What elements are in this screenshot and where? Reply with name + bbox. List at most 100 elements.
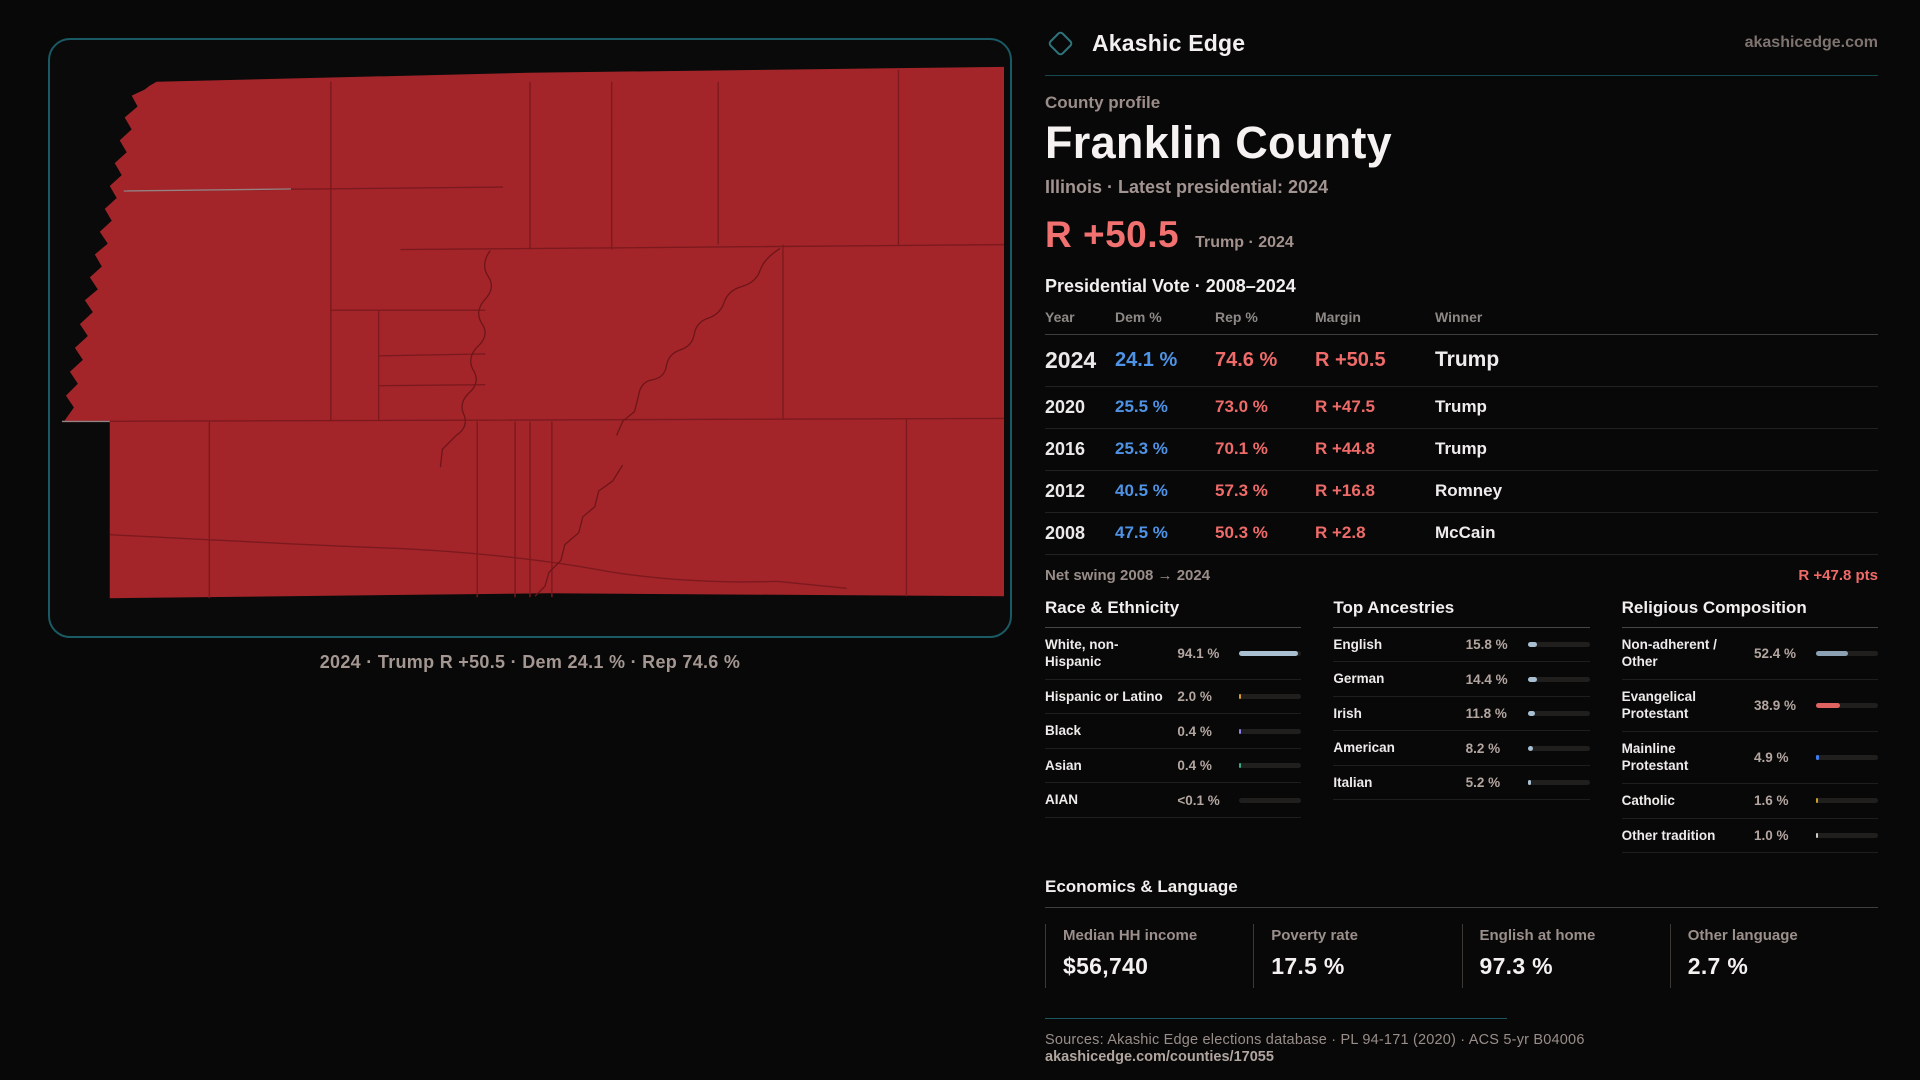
race-ethnicity-section: Race & Ethnicity White, non-Hispanic 94.… — [1045, 598, 1302, 853]
demographics-grid: Race & Ethnicity White, non-Hispanic 94.… — [1045, 598, 1878, 854]
rep-cell: 57.3 % — [1215, 481, 1268, 501]
list-item: AIAN <0.1 % — [1045, 783, 1302, 819]
margin-caption: Trump · 2024 — [1195, 233, 1294, 251]
stat-label: English at home — [1479, 927, 1596, 945]
brand-name: Akashic Edge — [1092, 29, 1246, 56]
margin-cell: R +50.5 — [1315, 348, 1386, 371]
kicker: County profile — [1045, 93, 1161, 112]
winner-cell: Trump — [1435, 348, 1500, 372]
stat-label: Other language — [1687, 927, 1798, 945]
stat-value: $56,740 — [1063, 953, 1149, 980]
list-item: Other tradition 1.0 % — [1621, 819, 1878, 854]
dem-cell: 47.5 % — [1115, 523, 1168, 543]
bar-track — [1239, 650, 1302, 656]
year-cell: 2012 — [1045, 480, 1086, 501]
diamond-logo-icon — [1047, 29, 1074, 57]
list-item: Asian 0.4 % — [1045, 749, 1302, 784]
margin-cell: R +47.5 — [1315, 397, 1376, 417]
demo-label: Black — [1045, 723, 1082, 739]
stat-cell: English at home 97.3 % — [1461, 924, 1670, 989]
bar-track — [1816, 832, 1878, 838]
demo-value: 1.6 % — [1754, 793, 1789, 809]
bar-fill — [1527, 676, 1537, 682]
demo-value: 5.2 % — [1465, 775, 1501, 791]
list-item: Non-adherent / Other 52.4 % — [1621, 628, 1878, 680]
bar-track — [1239, 694, 1302, 700]
sources-text: Sources: Akashic Edge elections database… — [1045, 1032, 1585, 1049]
county-map — [61, 66, 1005, 599]
list-item: Irish 11.8 % — [1333, 697, 1590, 732]
list-item: Mainline Protestant 4.9 % — [1621, 732, 1878, 785]
stat-cell: Poverty rate 17.5 % — [1253, 924, 1461, 989]
bar-fill — [1816, 650, 1849, 656]
demo-label: German — [1333, 671, 1385, 687]
demo-label: Catholic — [1621, 793, 1675, 809]
demo-label: Non-adherent / Other — [1621, 636, 1717, 670]
section-title: Religious Composition — [1621, 598, 1878, 628]
net-swing-value: R +47.8 pts — [1798, 566, 1878, 584]
year-cell: 2020 — [1045, 396, 1086, 417]
demo-label: Hispanic or Latino — [1045, 688, 1163, 704]
county-border-highlight — [61, 188, 292, 423]
bar-track — [1239, 763, 1302, 769]
county-profile-panel: Akashic Edge akashicedge.com County prof… — [1045, 26, 1878, 1066]
subtitle: Illinois · Latest presidential: 2024 — [1045, 176, 1329, 197]
bar-fill — [1816, 702, 1841, 708]
year-cell: 2016 — [1045, 438, 1086, 459]
county-page-link[interactable]: akashicedge.com/counties/17055 — [1045, 1049, 1274, 1066]
bar-track — [1239, 728, 1302, 734]
table-row: 2012 40.5 % 57.3 % R +16.8 Romney — [1045, 471, 1878, 513]
margin-cell: R +44.8 — [1315, 439, 1376, 459]
demo-value: <0.1 % — [1177, 792, 1220, 808]
bar-track — [1527, 711, 1590, 717]
bar-fill — [1527, 745, 1533, 751]
demo-value: 11.8 % — [1465, 706, 1507, 722]
list-item: Hispanic or Latino 2.0 % — [1045, 680, 1302, 715]
bar-track — [1527, 745, 1590, 751]
bar-track — [1816, 702, 1878, 708]
river-boundary-lines — [439, 248, 781, 597]
bar-track — [1527, 676, 1590, 682]
bar-fill — [1527, 711, 1535, 717]
table-row: 2024 24.1 % 74.6 % R +50.5 Trump — [1045, 335, 1878, 387]
list-item: English 15.8 % — [1333, 628, 1590, 663]
township-boundary-lines — [61, 69, 1005, 599]
site-link[interactable]: akashicedge.com — [1744, 34, 1878, 51]
stat-cell: Other language 2.7 % — [1669, 924, 1878, 989]
table-row: 2016 25.3 % 70.1 % R +44.8 Trump — [1045, 429, 1878, 471]
col-margin: Margin — [1315, 308, 1361, 325]
bar-fill — [1239, 694, 1242, 700]
stat-value: 2.7 % — [1687, 953, 1749, 980]
list-item: Italian 5.2 % — [1333, 766, 1590, 801]
header-divider — [1045, 75, 1878, 76]
demo-value: 94.1 % — [1177, 645, 1220, 661]
bar-track — [1527, 780, 1590, 786]
table-row: 2008 47.5 % 50.3 % R +2.8 McCain — [1045, 513, 1878, 555]
stat-value: 17.5 % — [1271, 953, 1345, 980]
footer-divider — [1045, 1018, 1507, 1020]
bar-track — [1816, 650, 1878, 656]
bar-fill — [1239, 650, 1298, 656]
section-title: Top Ancestries — [1333, 598, 1590, 628]
stat-label: Median HH income — [1063, 927, 1198, 945]
bar-fill — [1239, 728, 1242, 734]
vote-table-title: Presidential Vote · 2008–2024 — [1045, 275, 1296, 296]
year-cell: 2008 — [1045, 522, 1086, 543]
rep-cell: 50.3 % — [1215, 523, 1268, 543]
demo-label: Irish — [1333, 705, 1362, 721]
col-dem: Dem % — [1115, 308, 1162, 325]
margin-cell: R +16.8 — [1315, 481, 1376, 501]
margin-value: R +50.5 — [1045, 213, 1180, 255]
bar-fill — [1816, 798, 1818, 804]
stat-cell: Median HH income $56,740 — [1045, 924, 1253, 989]
col-winner: Winner — [1435, 308, 1483, 325]
list-item: Black 0.4 % — [1045, 714, 1302, 749]
brand: Akashic Edge — [1045, 30, 1245, 57]
economics-stats: Median HH income $56,740 Poverty rate 17… — [1045, 924, 1878, 989]
stat-value: 97.3 % — [1479, 953, 1553, 980]
vote-table-header: Year Dem % Rep % Margin Winner — [1045, 309, 1878, 335]
demo-value: 52.4 % — [1754, 645, 1797, 661]
table-row: 2020 25.5 % 73.0 % R +47.5 Trump — [1045, 387, 1878, 429]
map-caption: 2024 · Trump R +50.5 · Dem 24.1 % · Rep … — [319, 652, 741, 672]
winner-cell: Romney — [1435, 481, 1503, 501]
